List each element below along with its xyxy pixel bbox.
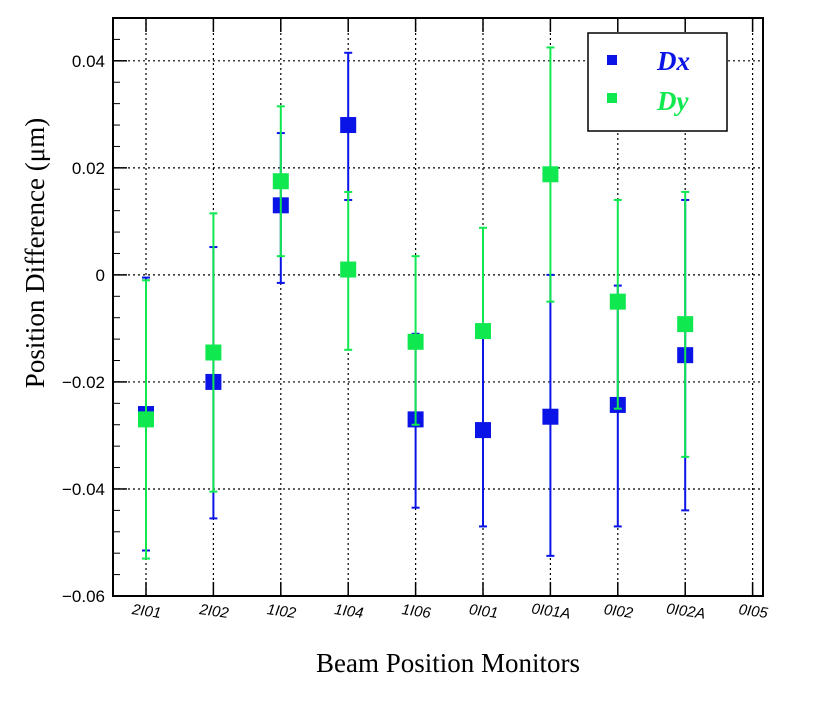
data-series	[138, 46, 694, 560]
y-tick-label: 0.02	[72, 159, 105, 178]
plot-frame	[112, 17, 764, 597]
data-point	[272, 173, 289, 190]
data-point	[205, 344, 222, 361]
data-point	[407, 333, 424, 350]
legend-marker-dy	[607, 93, 617, 103]
y-tick-label: −0.02	[62, 373, 105, 392]
legend: Dx Dy	[587, 32, 728, 132]
data-point	[475, 422, 491, 439]
legend-marker-dx	[607, 55, 617, 65]
x-tick-label: 1I06	[401, 601, 433, 622]
data-point	[340, 117, 357, 134]
y-tick-labels: −0.06 −0.04 −0.02 0 0.02 0.04	[62, 52, 105, 606]
data-point	[609, 293, 626, 310]
x-tick-label: 2I01	[130, 601, 162, 622]
x-tick-label: 0I01	[468, 601, 499, 622]
legend-box	[587, 32, 728, 132]
x-tick-label: 0I02	[603, 601, 635, 622]
x-tick-label: 2I02	[197, 601, 230, 622]
y-axis-title: Position Difference (μm)	[20, 118, 50, 388]
x-tick-label: 0I02A	[665, 600, 706, 622]
data-point	[340, 261, 357, 278]
x-tick-label: 1I04	[333, 601, 364, 622]
legend-label-dy: Dy	[656, 86, 689, 116]
y-tick-label: 0	[96, 266, 105, 285]
y-tick-label: 0.04	[72, 52, 105, 71]
y-tick-label: −0.04	[62, 480, 105, 499]
legend-label-dx: Dx	[656, 46, 690, 76]
y-tick-label: −0.06	[62, 587, 105, 606]
data-point	[542, 408, 559, 425]
x-tick-label: 0I01A	[530, 600, 571, 622]
x-tick-labels: 2I01 2I02 1I02 1I04 1I06 0I01 0I01A 0I02 0I02A 0I…	[130, 600, 770, 622]
data-point	[475, 323, 491, 340]
data-point	[677, 316, 694, 333]
x-axis-title: Beam Position Monitors	[316, 648, 580, 678]
data-point	[138, 411, 154, 428]
data-point	[542, 166, 559, 183]
x-tick-label: 1I02	[266, 601, 298, 622]
x-tick-label: 0I05	[738, 601, 770, 622]
series-dy	[138, 46, 694, 560]
